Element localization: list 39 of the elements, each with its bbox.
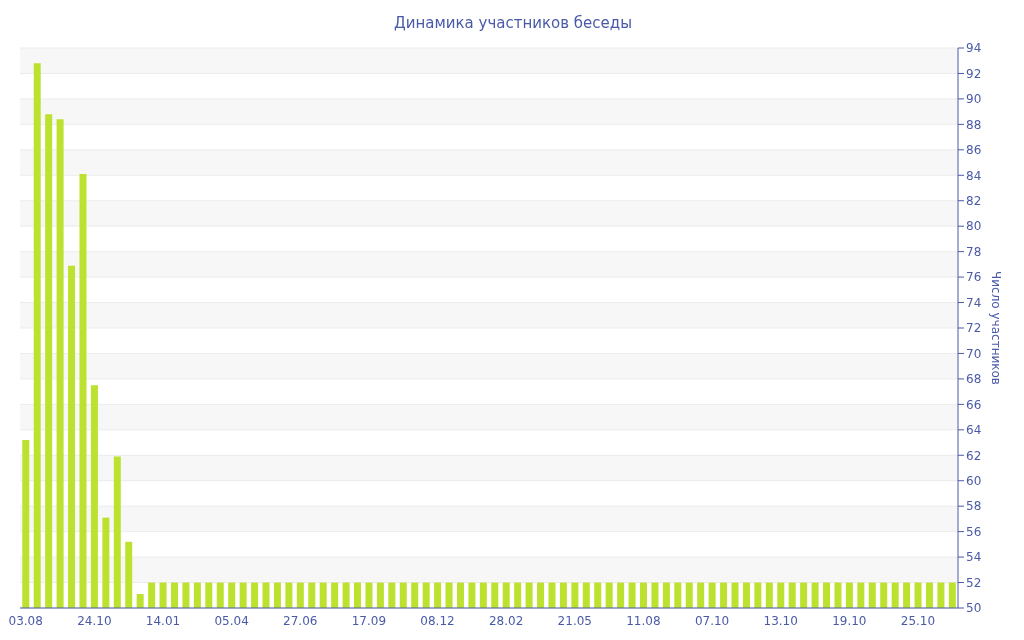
y-tick-label: 92 bbox=[966, 66, 982, 81]
x-tick-label: 14.01 bbox=[145, 613, 181, 628]
y-tick-label: 76 bbox=[966, 270, 982, 285]
y-tick-label: 78 bbox=[966, 244, 982, 259]
y-tick-label: 84 bbox=[966, 168, 982, 183]
y-axis-title: Число участников bbox=[988, 271, 1003, 385]
y-tick-label: 50 bbox=[966, 601, 982, 616]
x-tick-label: 08.12 bbox=[420, 613, 455, 628]
x-tick-label: 19.10 bbox=[832, 613, 867, 628]
y-tick-label: 80 bbox=[966, 219, 982, 234]
x-tick-label: 17.09 bbox=[351, 613, 387, 628]
x-tick-label: 28.02 bbox=[488, 613, 524, 628]
y-tick-label: 72 bbox=[966, 321, 982, 336]
y-tick-label: 64 bbox=[966, 423, 982, 438]
y-tick-label: 68 bbox=[966, 372, 982, 387]
x-tick-label: 24.10 bbox=[77, 613, 112, 628]
y-tick-label: 54 bbox=[966, 550, 982, 565]
y-tick-label: 56 bbox=[966, 524, 982, 539]
y-tick-label: 52 bbox=[966, 575, 982, 590]
x-tick-label: 11.08 bbox=[626, 613, 661, 628]
x-tick-label: 07.10 bbox=[694, 613, 730, 628]
x-tick-label: 21.05 bbox=[557, 613, 592, 628]
x-tick-label: 13.10 bbox=[763, 613, 798, 628]
y-tick-label: 74 bbox=[966, 295, 982, 310]
y-tick-label: 94 bbox=[966, 41, 982, 56]
x-tick-label: 27.06 bbox=[283, 613, 318, 628]
y-tick-label: 58 bbox=[966, 499, 982, 514]
chart-title: Динамика участников беседы bbox=[392, 13, 633, 34]
y-tick-label: 66 bbox=[966, 397, 982, 412]
x-tick-label: 25.10 bbox=[900, 613, 936, 628]
y-tick-label: 62 bbox=[966, 448, 982, 463]
x-tick-label: 03.08 bbox=[8, 613, 43, 628]
y-tick-label: 70 bbox=[966, 346, 982, 361]
y-tick-label: 82 bbox=[966, 193, 982, 208]
y-tick-label: 88 bbox=[966, 117, 982, 132]
y-tick-label: 60 bbox=[966, 473, 982, 488]
y-tick-label: 90 bbox=[966, 92, 982, 107]
y-tick-label: 86 bbox=[966, 143, 982, 158]
x-tick-label: 05.04 bbox=[214, 613, 249, 628]
